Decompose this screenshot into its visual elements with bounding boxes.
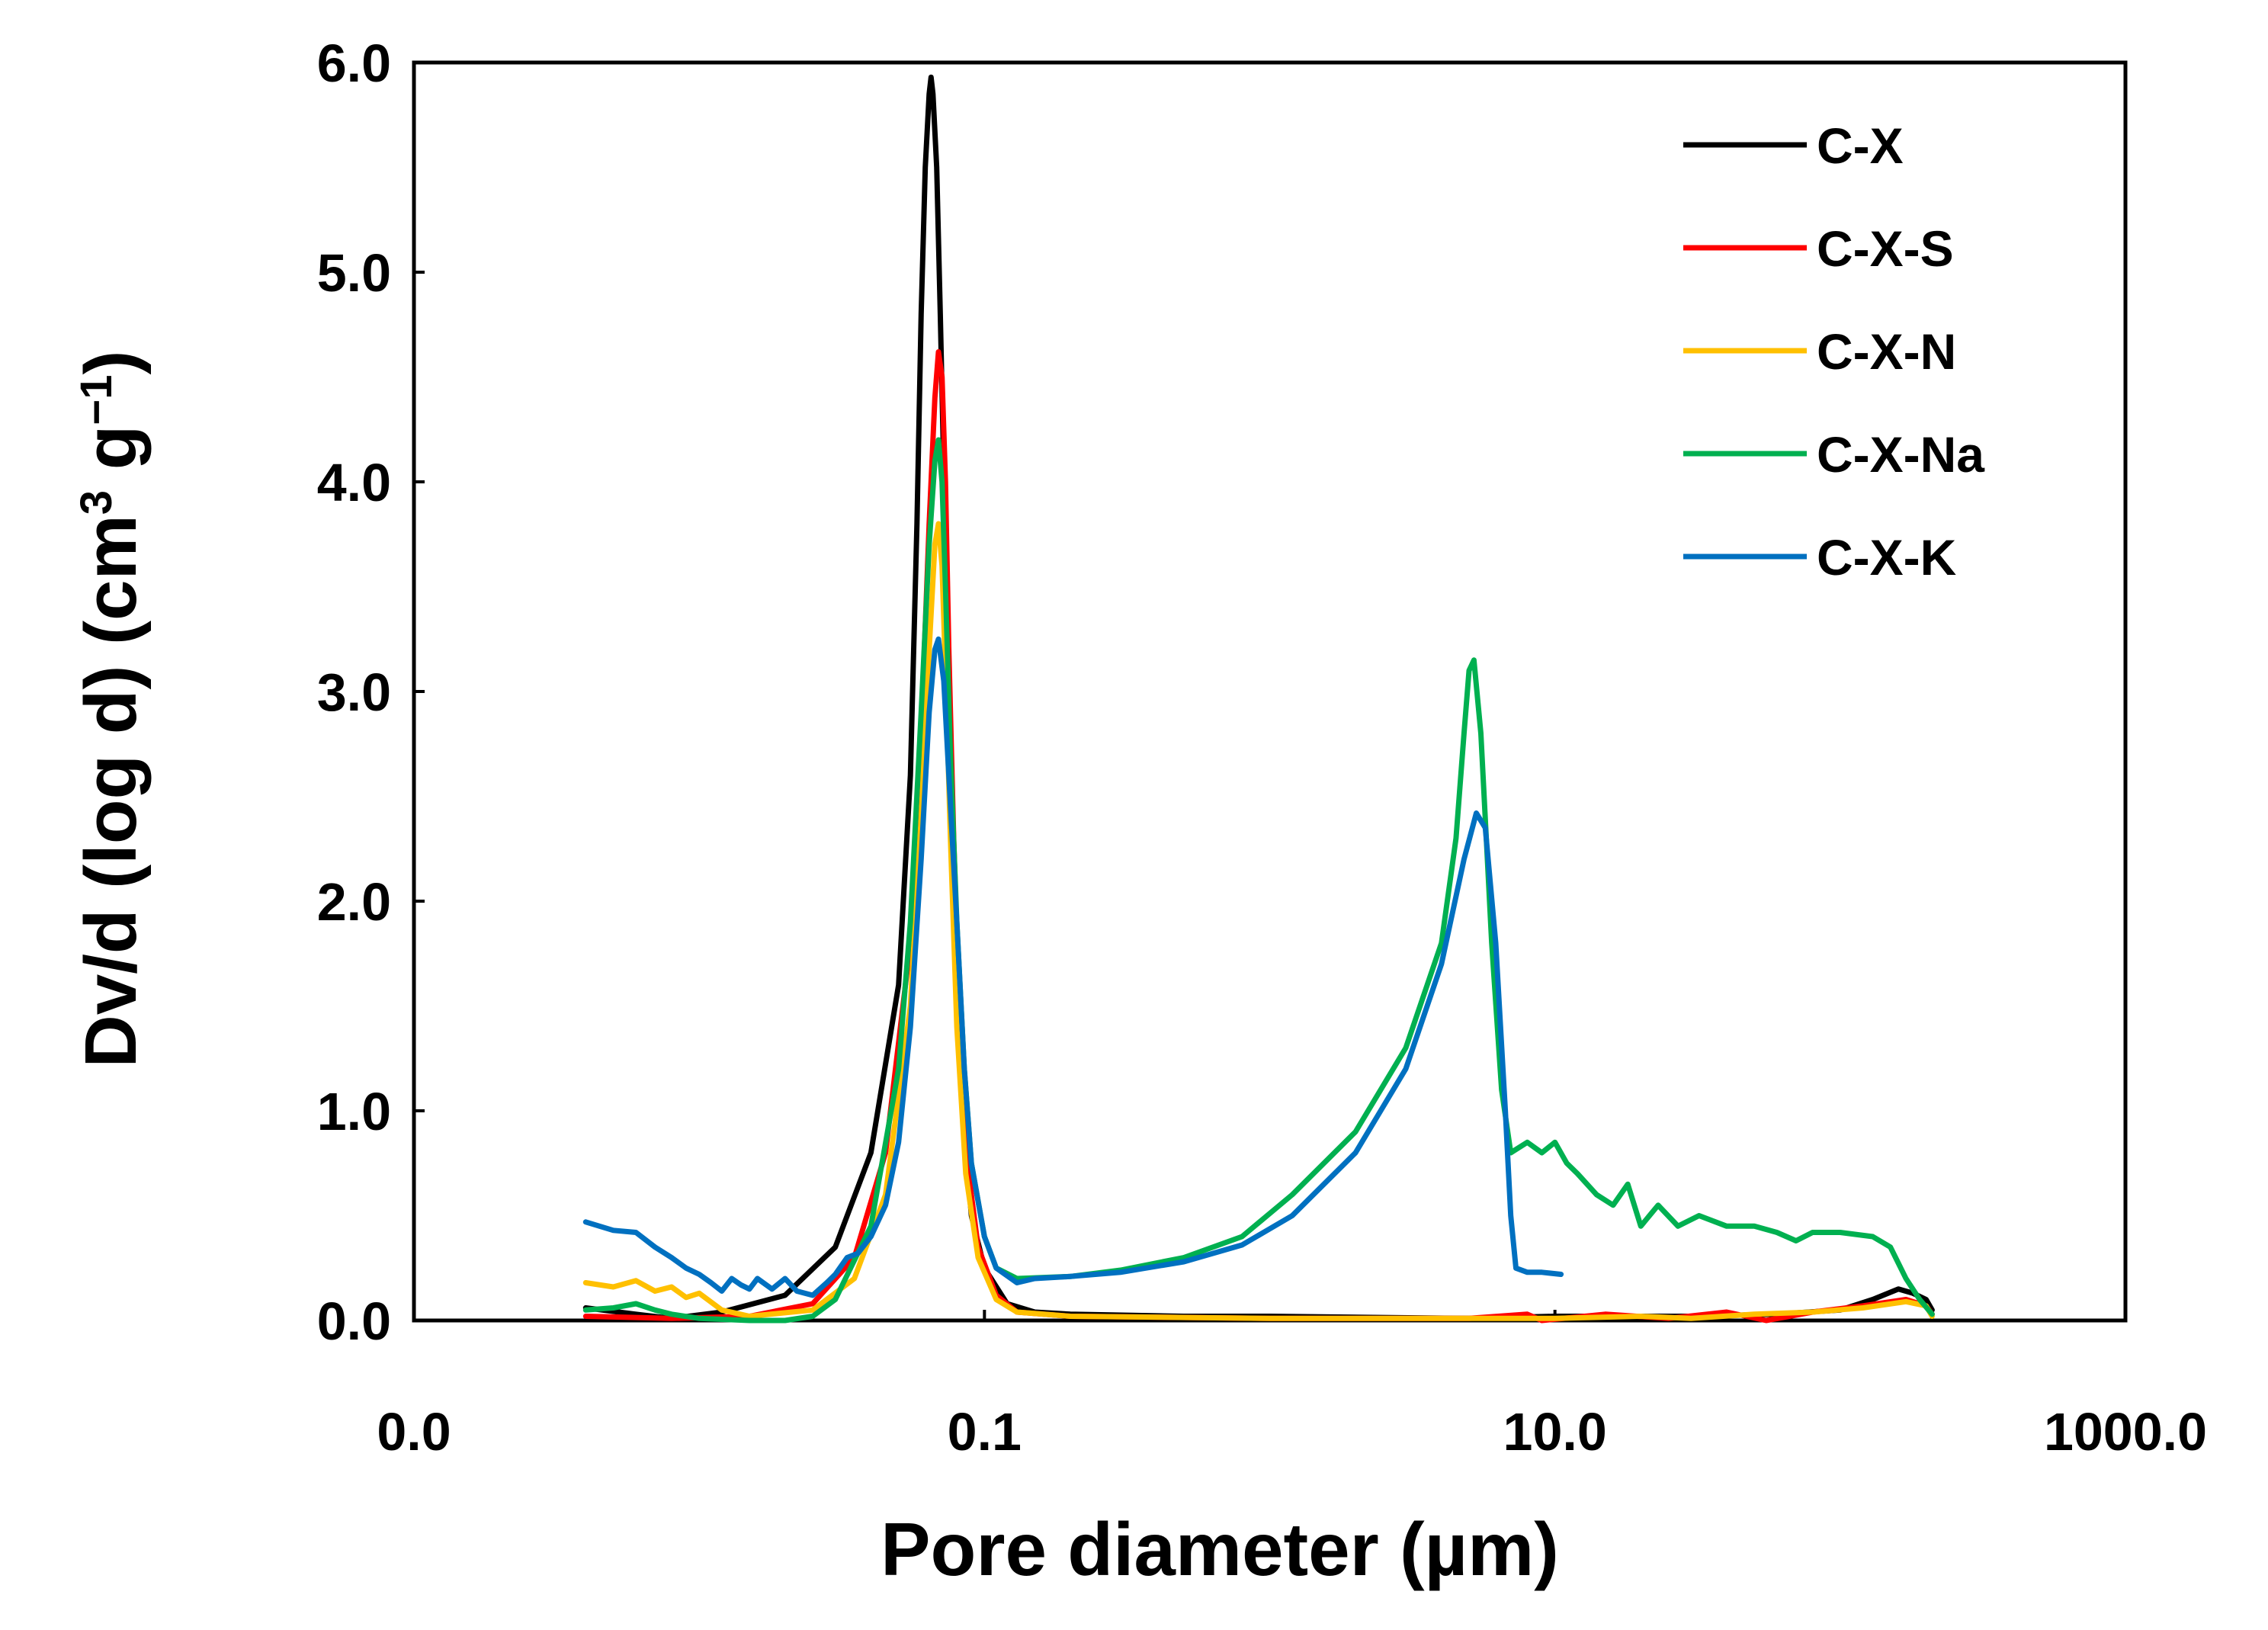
x-axis-title: Pore diameter (µm) bbox=[881, 1507, 1559, 1591]
y-axis-title-sup-1: 3 bbox=[72, 490, 121, 515]
series-layer bbox=[582, 74, 1935, 1324]
y-axis-title-mid: g bbox=[70, 425, 152, 490]
legend-label: C-X-K bbox=[1817, 529, 1957, 586]
legend-label: C-X-Na bbox=[1817, 426, 1985, 483]
y-tick-label-1: 1.0 bbox=[317, 1082, 391, 1141]
y-tick-label-4: 4.0 bbox=[317, 453, 391, 512]
y-tick-label-2: 2.0 bbox=[317, 872, 391, 932]
y-tick-label-0: 0.0 bbox=[317, 1291, 391, 1351]
y-axis-title-end: ) bbox=[70, 351, 152, 375]
x-tick-label-1: 0.1 bbox=[948, 1402, 1022, 1462]
legend-item-c-x-na: C-X-Na bbox=[1683, 426, 1985, 483]
y-tick-label-3: 3.0 bbox=[317, 663, 391, 722]
x-tick-label-0: 0.0 bbox=[377, 1402, 451, 1462]
series-line-c-x-k bbox=[582, 636, 1564, 1298]
x-tick-label-2: 10.0 bbox=[1503, 1402, 1607, 1462]
legend-label: C-X-S bbox=[1817, 220, 1954, 277]
legend-label: C-X bbox=[1817, 117, 1904, 174]
series-line-c-x bbox=[582, 74, 1935, 1321]
y-axis-title-main: Dv/d (log d) (cm bbox=[70, 515, 152, 1067]
legend-item-c-x-s: C-X-S bbox=[1683, 220, 1954, 277]
series-line-c-x-s bbox=[582, 349, 1935, 1324]
y-axis-title: Dv/d (log d) (cm3 g−1) bbox=[70, 351, 152, 1068]
legend-item-c-x-n: C-X-N bbox=[1683, 323, 1956, 380]
legend-item-c-x-k: C-X-K bbox=[1683, 529, 1957, 586]
x-tick-label-3: 1000.0 bbox=[2044, 1402, 2207, 1462]
y-axis-title-sup-2: −1 bbox=[72, 374, 121, 425]
legend-label: C-X-N bbox=[1817, 323, 1956, 380]
x-axis-ticks: 0.0 0.1 10.0 1000.0 bbox=[377, 1310, 2207, 1462]
y-tick-label-6: 6.0 bbox=[317, 34, 391, 93]
legend-item-c-x: C-X bbox=[1683, 117, 1904, 174]
y-tick-label-5: 5.0 bbox=[317, 243, 391, 303]
legend: C-X C-X-S C-X-N C-X-Na C-X-K bbox=[1683, 117, 1985, 586]
series-line-c-x-n bbox=[582, 521, 1935, 1321]
series-line-c-x-na bbox=[582, 437, 1935, 1324]
y-axis-ticks: 0.0 1.0 2.0 3.0 4.0 5.0 6.0 bbox=[317, 34, 425, 1351]
